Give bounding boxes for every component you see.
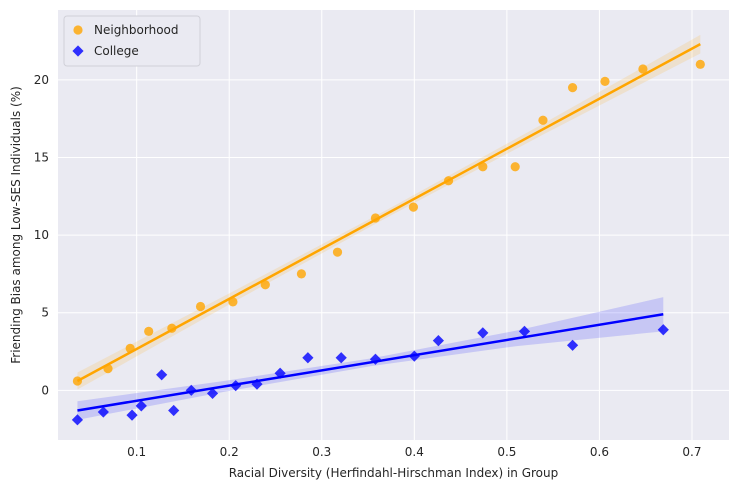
- data-point: [566, 339, 579, 351]
- x-tick-label: 0.1: [127, 445, 146, 459]
- data-point: [168, 404, 180, 417]
- x-tick-label: 0.2: [220, 445, 239, 459]
- data-point: [518, 325, 531, 337]
- legend-marker: [73, 25, 83, 35]
- data-point: [302, 352, 314, 364]
- data-point: [567, 83, 578, 93]
- legend-label: Neighborhood: [94, 23, 179, 37]
- data-point: [638, 64, 648, 74]
- data-point: [335, 352, 347, 364]
- y-tick-label: 0: [41, 383, 49, 397]
- legend-label: College: [94, 44, 139, 58]
- data-point: [206, 387, 219, 400]
- fit-line: [76, 43, 701, 383]
- data-point: [369, 353, 382, 365]
- data-point: [135, 400, 147, 412]
- data-point: [71, 414, 84, 426]
- legend-marker: [72, 45, 84, 57]
- y-tick-labels: 0 5 10 15 20: [34, 73, 49, 397]
- y-tick-label: 10: [34, 228, 49, 242]
- x-tick-label: 0.4: [405, 445, 424, 459]
- data-point: [600, 76, 610, 87]
- data-point: [260, 280, 270, 290]
- fit-line: [77, 313, 664, 412]
- x-tick-label: 0.6: [590, 445, 609, 459]
- data-point: [296, 269, 307, 279]
- grid-lines: [58, 10, 729, 440]
- data-point: [332, 247, 343, 257]
- x-axis-label: Racial Diversity (Herfindahl-Hirschman I…: [229, 466, 559, 480]
- data-point: [657, 324, 669, 336]
- y-tick-label: 5: [41, 306, 49, 320]
- y-axis-label: Friending Bias among Low-SES Individuals…: [9, 86, 23, 364]
- data-point: [408, 202, 418, 212]
- data-point: [695, 59, 705, 69]
- data-point: [477, 327, 489, 339]
- data-point: [195, 301, 206, 312]
- x-tick-labels: 0.1 0.2 0.3 0.4 0.5 0.6 0.7: [127, 445, 701, 459]
- y-tick-label: 20: [34, 73, 49, 87]
- data-point: [97, 406, 109, 418]
- data-point: [510, 162, 520, 172]
- x-tick-label: 0.3: [312, 445, 331, 459]
- data-point: [144, 326, 154, 336]
- x-tick-label: 0.5: [497, 445, 516, 459]
- legend: Neighborhood College: [63, 15, 201, 67]
- y-tick-label: 15: [34, 150, 49, 164]
- plot-area: [58, 10, 729, 440]
- data-point: [156, 369, 168, 381]
- data-point: [126, 409, 138, 421]
- confidence-band: [77, 297, 664, 420]
- fit-lines: [76, 43, 701, 412]
- legend-box: [63, 15, 201, 67]
- x-tick-label: 0.7: [682, 445, 701, 459]
- data-point: [538, 115, 548, 125]
- data-point: [478, 162, 488, 172]
- data-point: [432, 335, 444, 347]
